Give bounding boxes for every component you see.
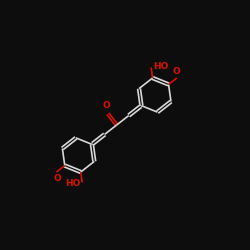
Text: O: O <box>172 67 180 76</box>
Text: O: O <box>102 101 110 110</box>
Text: O: O <box>53 174 61 183</box>
Text: HO: HO <box>65 178 80 188</box>
Text: HO: HO <box>153 62 168 72</box>
